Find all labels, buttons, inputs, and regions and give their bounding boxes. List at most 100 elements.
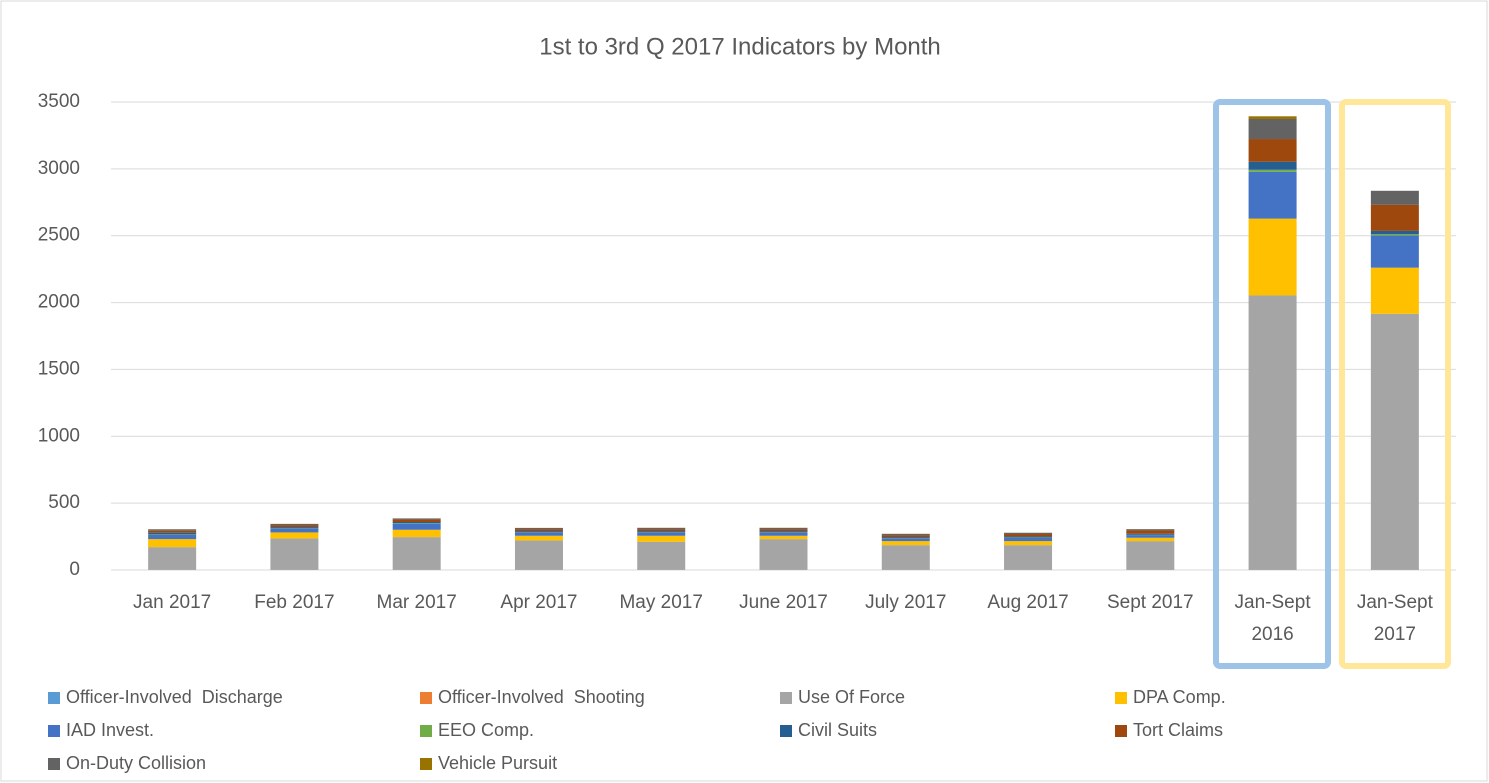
- x-tick-label: Mar 2017: [376, 592, 457, 613]
- bar-segment: [881, 533, 930, 536]
- bar-segment: [270, 524, 319, 526]
- bar-segment: [514, 529, 563, 532]
- legend-label: IAD Invest.: [66, 720, 155, 740]
- legend-label: Vehicle Pursuit: [438, 753, 558, 773]
- bar-segment: [514, 531, 563, 533]
- bar-segment: [1126, 530, 1175, 534]
- bar-segment: [759, 531, 808, 533]
- bar-segment: [1370, 190, 1419, 205]
- legend-label: Officer-Involved Shooting: [438, 687, 645, 707]
- x-tick-label: May 2017: [619, 592, 703, 613]
- bar-segment: [759, 539, 808, 570]
- bar-segment: [1370, 313, 1419, 570]
- legend-label: Officer-Involved Discharge: [66, 687, 283, 707]
- legend-item: Officer-Involved Discharge: [48, 687, 283, 708]
- x-tick-label: June 2017: [739, 592, 828, 613]
- x-tick-label: Jan 2017: [133, 592, 212, 613]
- legend-label: Use Of Force: [798, 687, 906, 707]
- bar-segment: [148, 547, 197, 570]
- bar-segment: [1126, 529, 1175, 531]
- bar-segment: [1248, 218, 1297, 296]
- bar-segment: [637, 541, 686, 570]
- y-tick-label: 1500: [38, 358, 80, 379]
- bar-segment: [148, 530, 197, 533]
- legend-swatch: [780, 724, 792, 737]
- y-tick-label: 3000: [38, 158, 80, 179]
- bar-segment: [392, 537, 441, 570]
- bar-segment: [1370, 230, 1419, 235]
- bar-segment: [148, 539, 197, 548]
- legend-item: Officer-Involved Shooting: [420, 687, 645, 708]
- bar-segment: [1126, 533, 1175, 535]
- highlight-2016: [1213, 99, 1331, 669]
- x-tick-label: Feb 2017: [254, 592, 335, 613]
- bar-segment: [759, 532, 808, 536]
- x-tick-label: Apr 2017: [500, 592, 578, 613]
- bar-segment: [514, 540, 563, 570]
- legend-label: Tort Claims: [1133, 720, 1224, 740]
- bar-segment: [392, 519, 441, 522]
- legend-swatch: [1115, 691, 1127, 704]
- x-tick-label: Jan-Sept 2017: [1356, 592, 1433, 645]
- bar-segment: [1004, 532, 1053, 535]
- bar-segment: [759, 527, 808, 530]
- bar-segment: [392, 529, 441, 538]
- bar-segment: [1248, 139, 1297, 162]
- chart-title: 1st to 3rd Q 2017 Indicators by Month: [539, 33, 941, 60]
- x-tick-label: July 2017: [865, 592, 947, 613]
- legend-item: On-Duty Collision: [48, 753, 206, 774]
- bar-segment: [1370, 204, 1419, 231]
- bar-segment: [1370, 235, 1419, 268]
- bar-segment: [392, 523, 441, 530]
- bar-segment: [881, 538, 930, 542]
- bar-segment: [637, 531, 686, 533]
- bar-segment: [1370, 267, 1419, 314]
- bar-segment: [1004, 541, 1053, 546]
- legend-label: Civil Suits: [798, 720, 878, 740]
- bar-segment: [1004, 536, 1053, 538]
- x-tick-label: Aug 2017: [987, 592, 1069, 613]
- y-tick-label: 1000: [38, 425, 80, 446]
- bar-segment: [1248, 295, 1297, 570]
- bar-segment: [881, 545, 930, 570]
- y-tick-label: 2500: [38, 225, 80, 246]
- x-tick-label: Sept 2017: [1106, 592, 1194, 613]
- bar-segment: [637, 532, 686, 536]
- bar-segment: [392, 521, 441, 524]
- bar-segment: [514, 528, 563, 530]
- y-tick-label: 500: [48, 492, 80, 513]
- legend-swatch: [420, 724, 432, 737]
- y-tick-label: 0: [69, 559, 80, 580]
- legend-swatch: [780, 691, 792, 704]
- bar-segment: [1248, 161, 1297, 170]
- bar-segment: [1248, 118, 1297, 140]
- legend-item: Use Of Force: [780, 687, 905, 708]
- highlight-2017: [1339, 99, 1451, 669]
- bar-segment: [637, 529, 686, 532]
- bar-segment: [270, 532, 319, 539]
- bar-segment: [270, 538, 319, 570]
- bar-segment: [1004, 537, 1053, 542]
- legend-item: Vehicle Pursuit: [420, 753, 557, 774]
- legend-label: DPA Comp.: [1133, 687, 1226, 707]
- bar-segment: [759, 535, 808, 540]
- x-tick-label: Jan-Sept 2016: [1234, 592, 1311, 645]
- bar-segment: [270, 525, 319, 528]
- bar-segment: [514, 535, 563, 541]
- legend-item: Civil Suits: [780, 720, 877, 741]
- bar-segment: [1126, 535, 1175, 538]
- legend-swatch: [48, 757, 60, 770]
- bar-segment: [1126, 537, 1175, 542]
- bar-segment: [637, 527, 686, 530]
- legend-swatch: [48, 691, 60, 704]
- bar-segment: [148, 529, 197, 531]
- bar-segment: [759, 529, 808, 532]
- legend-item: EEO Comp.: [420, 720, 534, 741]
- legend-label: EEO Comp.: [438, 720, 535, 740]
- bar-segment: [637, 535, 686, 542]
- legend-swatch: [420, 691, 432, 704]
- bar-segment: [1370, 234, 1419, 236]
